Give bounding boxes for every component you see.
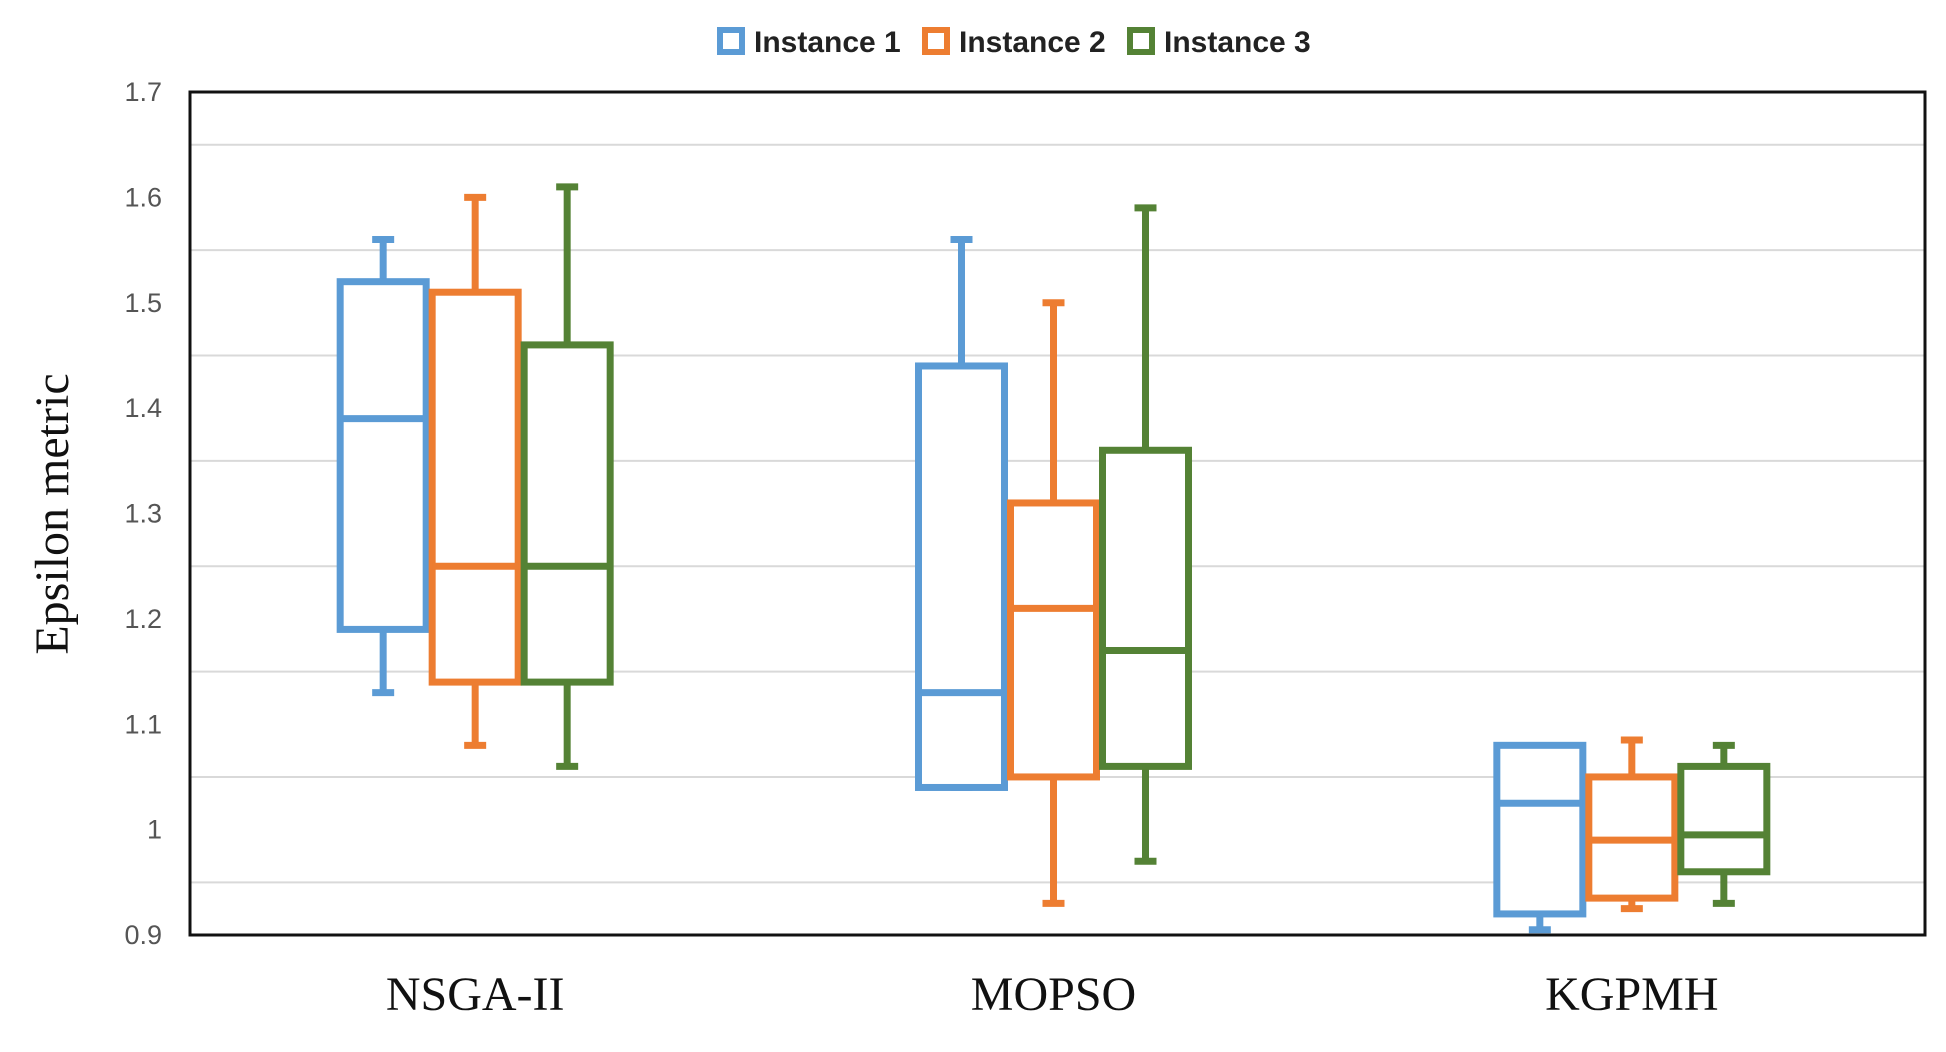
y-tick-label: 1.4: [124, 393, 162, 423]
box-instance-1-nsga-ii: [336, 236, 430, 697]
box-instance-3-kgpmh: [1677, 741, 1771, 907]
legend-item-1: Instance 1: [717, 26, 901, 59]
plot-frame: [188, 90, 1927, 937]
box-instance-1-kgpmh: [1493, 741, 1587, 934]
box-instance-2-kgpmh: [1585, 736, 1679, 913]
iqr-box: [915, 362, 1008, 791]
iqr-box: [520, 341, 614, 686]
plot-border: [188, 90, 1927, 937]
x-axis: NSGA-II MOPSO KGPMH: [386, 968, 1719, 1021]
x-tick-label: NSGA-II: [386, 968, 565, 1021]
y-tick-label: 1.2: [124, 604, 162, 634]
iqr-box: [336, 278, 430, 633]
iqr-box: [1007, 499, 1100, 781]
legend-swatch: [922, 27, 950, 55]
legend-item-3: Instance 3: [1127, 26, 1311, 59]
y-tick-label: 1.7: [124, 77, 162, 107]
legend-label: Instance 2: [959, 26, 1106, 59]
box-instance-3-nsga-ii: [520, 183, 614, 770]
iqr-box: [1493, 741, 1587, 918]
legend-label: Instance 1: [754, 26, 901, 59]
y-axis-label: Epsilon metric: [26, 373, 79, 654]
legend-swatch: [1127, 27, 1155, 55]
legend-swatch: [717, 27, 745, 55]
y-tick-label: 1.1: [124, 709, 162, 739]
iqr-box: [428, 288, 522, 686]
iqr-box: [1099, 446, 1192, 770]
legend: Instance 1 Instance 2 Instance 3: [717, 26, 1311, 59]
boxes: [336, 183, 1771, 934]
box-instance-2-nsga-ii: [428, 193, 522, 749]
x-tick-label: MOPSO: [971, 968, 1136, 1021]
x-tick-label: KGPMH: [1545, 968, 1718, 1021]
y-tick-label: 0.9: [124, 920, 162, 950]
box-instance-1-mopso: [915, 236, 1008, 791]
box-instance-2-mopso: [1007, 299, 1100, 907]
legend-item-2: Instance 2: [922, 26, 1106, 59]
y-tick-label: 1.3: [124, 499, 162, 529]
box-instance-3-mopso: [1099, 204, 1192, 865]
y-tick-label: 1: [147, 815, 162, 845]
legend-label: Instance 3: [1164, 26, 1311, 59]
y-tick-label: 1.5: [124, 288, 162, 318]
iqr-box: [1677, 762, 1771, 876]
y-tick-label: 1.6: [124, 182, 162, 212]
y-axis: 0.9 1 1.1 1.2 1.3 1.4 1.5 1.6 1.7: [124, 77, 162, 950]
